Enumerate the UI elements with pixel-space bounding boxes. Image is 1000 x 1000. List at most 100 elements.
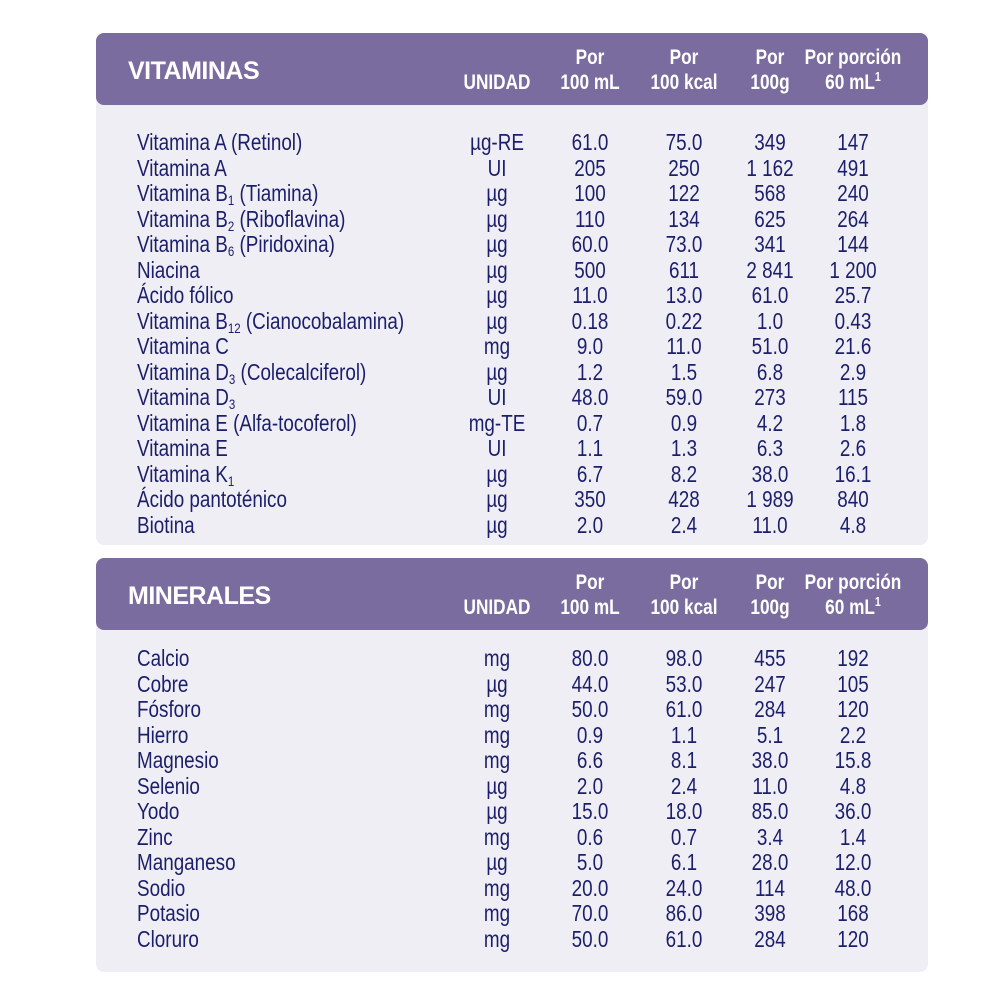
unit-cell: mg [483,721,511,748]
value-cell: 11.0 [666,333,702,359]
col-100kcal-top: Por [669,571,699,594]
nutrient-cell: Manganeso [137,850,236,875]
nutrient-suffix: (Riboflavina) [234,205,346,232]
nutrient-suffix: (Colecalciferol) [235,358,367,385]
nutrient-cell: Vitamina B6 (Piridoxina) [137,231,335,259]
col-100g: Por 100g [721,570,819,620]
nutrient-cell: Ácido fólico [137,283,233,308]
value-cell: 75.0 [665,129,703,155]
value-cell: 1.0 [756,307,784,334]
value-cell: 6.3 [756,435,784,461]
col-porcion-bottom: 60 mL [825,596,875,619]
table-row: Cobre µg 44.0 53.0 247 105 [0,670,1000,697]
unit-cell: mg [483,747,511,773]
unit-cell: mg [483,645,511,671]
value-cell: 4.8 [839,772,867,799]
value-cell: 247 [754,670,786,697]
value-cell: 2.6 [839,435,867,461]
value-cell: 455 [754,645,786,671]
unit-cell: µg [486,486,508,512]
value-cell: 122 [668,180,700,206]
value-cell: 341 [754,231,786,257]
value-cell: 273 [754,384,786,410]
unit-cell: µg [486,205,508,232]
value-cell: 21.6 [834,333,872,359]
subscript: 12 [227,319,241,336]
nutrient-name: Vitamina B [137,205,228,232]
value-cell: 2.2 [839,721,867,748]
value-cell: 0.9 [670,409,698,436]
nutrient-name: Niacina [137,256,200,283]
table-row: Vitamina C mg 9.0 11.0 51.0 21.6 [0,334,1000,359]
nutrient-cell: Magnesio [137,748,219,773]
table-row: Vitamina B2 (Riboflavina) µg 110 134 625 264 [0,205,1000,233]
col-porcion: Por porción 60 mL1 [804,570,902,620]
value-cell: 3.4 [756,823,784,850]
table-row: Niacina µg 500 611 2 841 1 200 [0,256,1000,283]
nutrient-name: Vitamina A (Retinol) [137,129,303,155]
value-cell: 86.0 [665,900,703,926]
unit-cell: µg [486,307,508,334]
value-cell: 5.1 [756,721,784,748]
value-cell: 114 [754,874,786,901]
col-100g-top: Por [755,571,785,594]
table-row: Yodo µg 15.0 18.0 85.0 36.0 [0,799,1000,824]
subscript: 6 [227,243,235,259]
nutrient-name: Vitamina A [137,154,227,181]
nutrient-name: Vitamina B [137,231,228,257]
table-row: Vitamina A UI 205 250 1 162 491 [0,154,1000,181]
value-cell: 16.1 [834,460,872,487]
nutrient-name: Potasio [137,900,200,926]
col-100g-bottom: 100g [750,71,790,94]
value-cell: 5.0 [576,849,604,875]
value-cell: 38.0 [751,460,789,487]
value-cell: 115 [837,384,869,410]
value-cell: 120 [837,696,869,722]
nutrient-suffix: (Cianocobalamina) [240,307,405,334]
table-row: Potasio mg 70.0 86.0 398 168 [0,901,1000,926]
nutrient-cell: Yodo [137,799,179,824]
table-row: Vitamina B1 (Tiamina) µg 100 122 568 240 [0,180,1000,208]
value-cell: 15.8 [834,747,872,773]
value-cell: 1.4 [839,823,867,850]
value-cell: 8.2 [670,460,698,487]
col-100ml-top: Por [575,571,605,594]
col-porcion-top: Por porción [804,46,902,69]
nutrient-cell: Fósforo [137,697,201,722]
value-cell: 11.0 [572,282,608,308]
value-cell: 0.7 [576,409,604,436]
nutrient-name: Cobre [137,670,189,697]
value-cell: 1 200 [829,256,877,283]
value-cell: 0.22 [665,307,703,334]
value-cell: 44.0 [571,670,609,697]
col-100ml-bottom: 100 mL [560,71,620,94]
nutrient-suffix: (Tiamina) [234,180,319,206]
nutrient-name: Vitamina D [137,384,229,410]
value-cell: 1 989 [746,486,794,512]
nutrient-cell: Cobre [137,670,189,697]
nutrient-cell: Vitamina E [137,436,228,461]
value-cell: 398 [754,900,786,926]
value-cell: 80.0 [571,645,609,671]
nutrient-cell: Vitamina C [137,334,229,359]
value-cell: 2.0 [576,772,604,799]
value-cell: 0.6 [576,823,604,850]
nutrient-name: Ácido fólico [137,282,234,308]
unit-cell: µg [486,798,508,824]
value-cell: 48.0 [571,384,609,410]
subscript: 1 [227,192,235,208]
table-row: Manganeso µg 5.0 6.1 28.0 12.0 [0,850,1000,875]
value-cell: 0.18 [571,307,609,334]
table-row: Zinc mg 0.6 0.7 3.4 1.4 [0,823,1000,850]
col-100ml-bottom: 100 mL [560,596,620,619]
nutrient-name: Magnesio [137,747,219,773]
table-row: Selenio µg 2.0 2.4 11.0 4.8 [0,772,1000,799]
table-row: Cloruro mg 50.0 61.0 284 120 [0,926,1000,952]
value-cell: 70.0 [571,900,609,926]
value-cell: 98.0 [665,645,703,671]
col-porcion: Por porción 60 mL1 [804,45,902,95]
value-cell: 284 [754,696,786,722]
value-cell: 625 [754,205,786,232]
value-cell: 568 [754,180,786,206]
table-row: Sodio mg 20.0 24.0 114 48.0 [0,874,1000,901]
